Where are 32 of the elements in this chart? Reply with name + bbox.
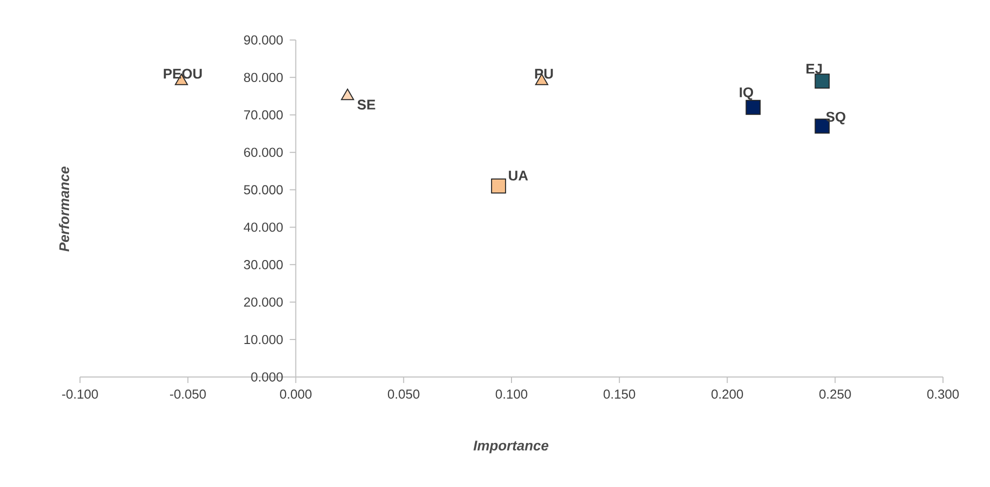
point — [746, 100, 761, 115]
y-tick-label: 30.000 — [244, 260, 283, 270]
series-label: EJ — [806, 64, 822, 74]
x-tick-label: 0.200 — [712, 390, 744, 399]
y-tick-label: 80.000 — [244, 72, 283, 82]
point — [814, 74, 830, 89]
series-label: IQ — [740, 87, 754, 100]
y-axis-title: Performance — [58, 166, 70, 252]
series-label: SE — [357, 100, 376, 110]
series-label: UA — [508, 170, 528, 181]
y-tick-label: 60.000 — [244, 148, 283, 157]
x-tick-label: 0.100 — [496, 390, 528, 399]
y-tick-label: 70.000 — [244, 110, 283, 120]
y-tick-label: 20.000 — [244, 297, 283, 307]
point — [491, 178, 506, 194]
x-axis-title: Importance — [474, 440, 548, 454]
y-tick-label: 0.000 — [251, 372, 283, 382]
x-tick-label: 0.000 — [280, 390, 312, 399]
x-tick-label: 0.150 — [604, 390, 636, 399]
x-tick-label: -0.100 — [62, 390, 98, 399]
x-tick-label: 0.300 — [927, 390, 959, 399]
x-tick-label: -0.050 — [170, 390, 206, 399]
x-tick-label: 0.050 — [388, 390, 420, 399]
y-tick-label: 40.000 — [244, 222, 283, 232]
series-label: PEOU — [164, 68, 202, 79]
series-label: PU — [535, 68, 553, 79]
y-tick-label: 90.000 — [244, 35, 283, 45]
point — [340, 88, 354, 100]
y-tick-label: 50.000 — [244, 185, 283, 194]
y-tick-label: 10.000 — [244, 334, 283, 344]
series-label: SQ — [826, 112, 846, 124]
x-tick-label: 0.250 — [819, 390, 851, 399]
